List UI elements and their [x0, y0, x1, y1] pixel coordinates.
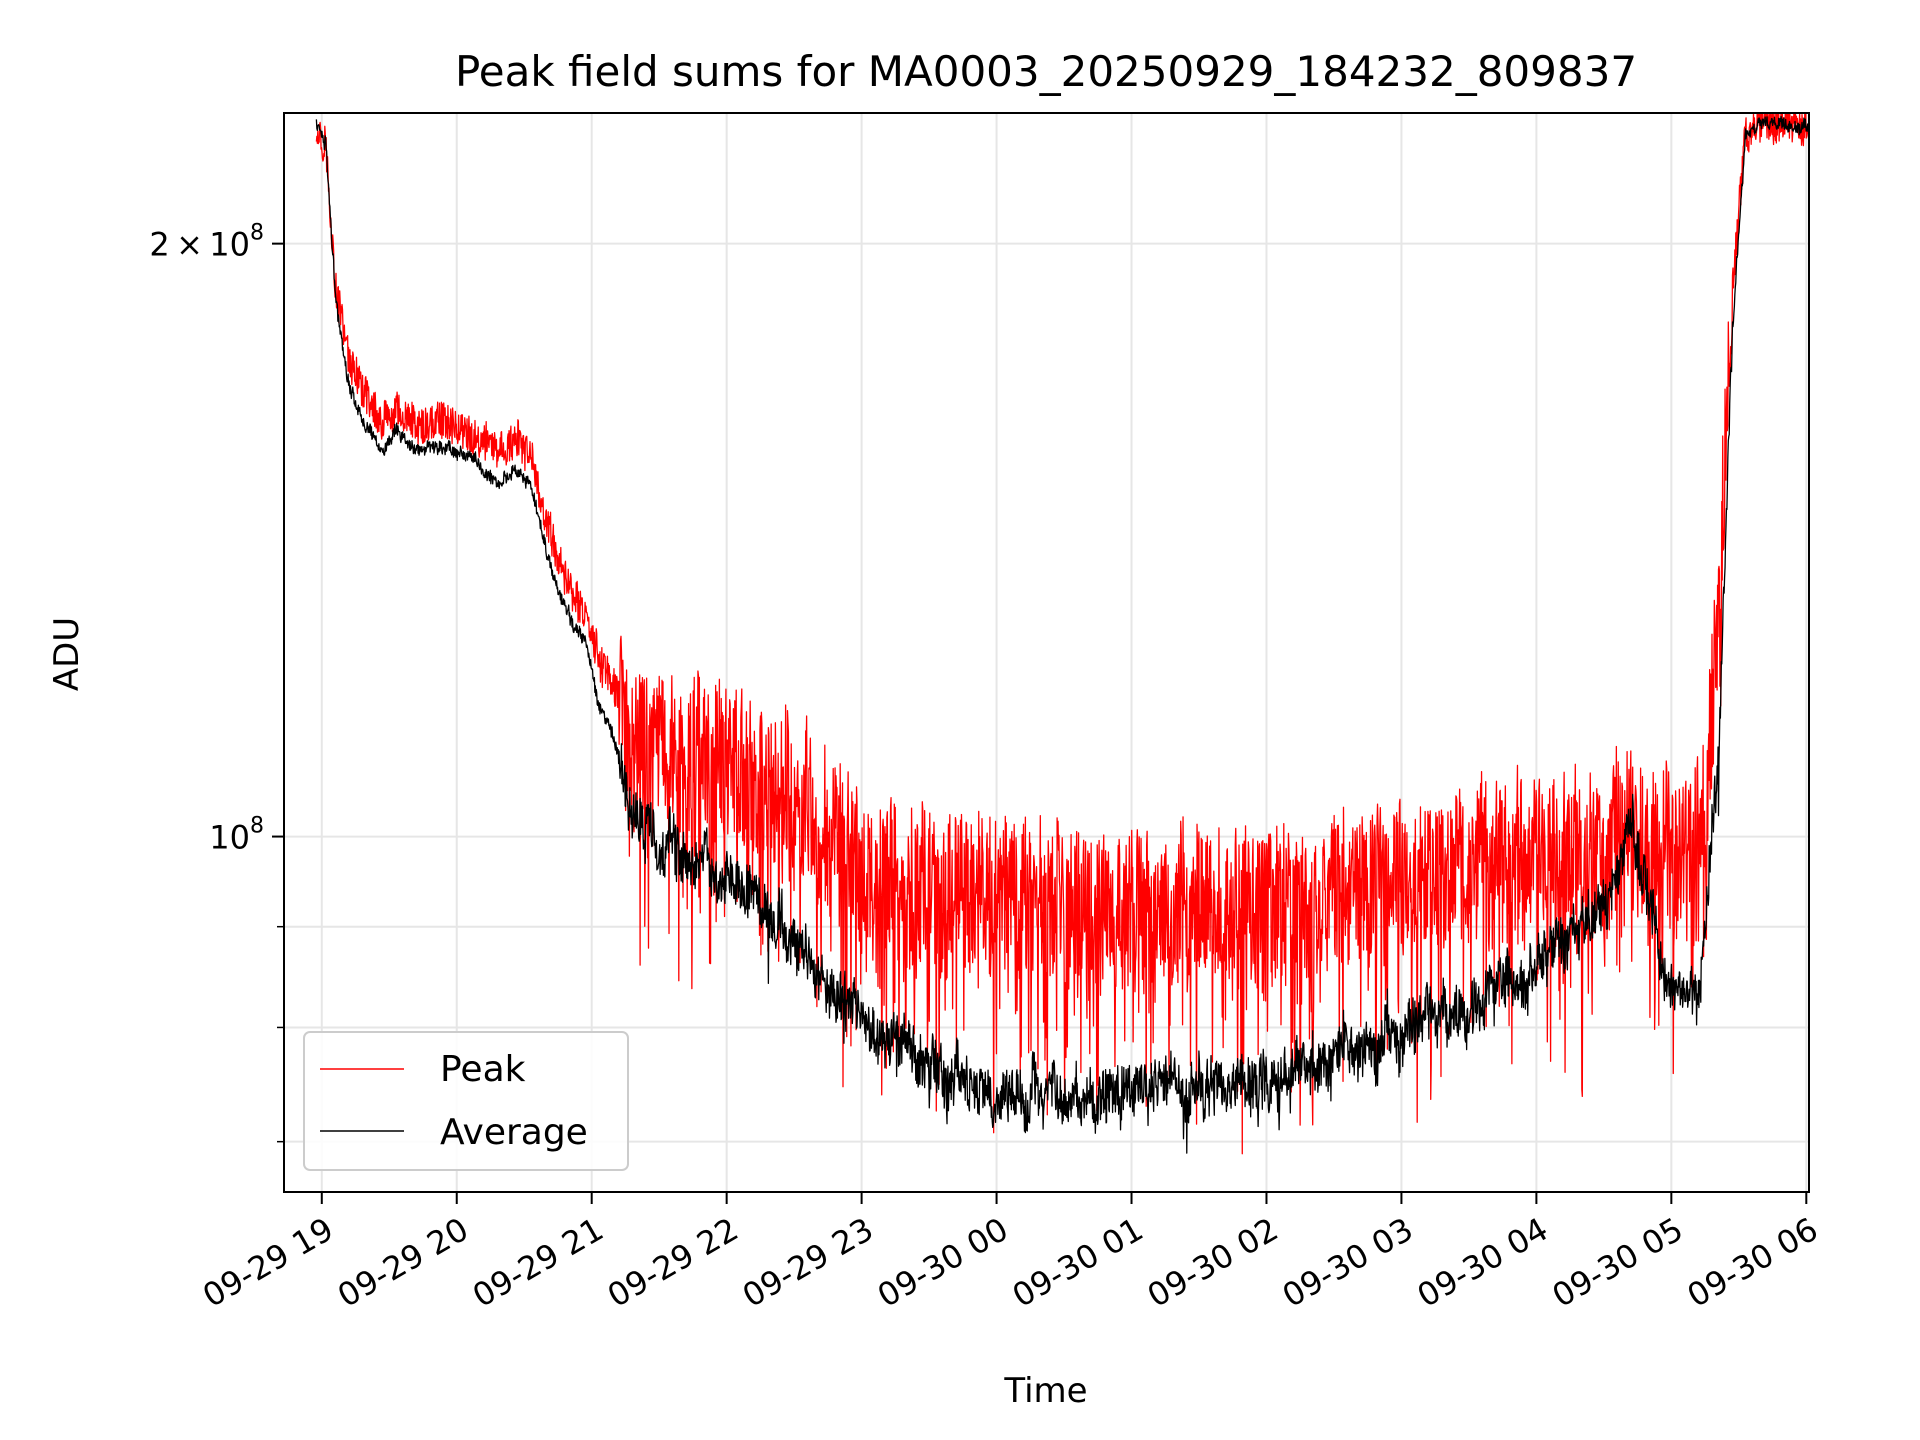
y-tick-label-base: 2 × 10 [149, 226, 250, 264]
y-axis-title: ADU [47, 617, 87, 691]
chart-title: Peak field sums for MA0003_20250929_1842… [455, 47, 1637, 96]
legend-peak-label: Peak [440, 1049, 526, 1090]
x-axis-title: Time [1003, 1371, 1087, 1411]
plot-frame [283, 112, 1810, 1193]
y-tick-label: 2 × 108 [149, 221, 264, 264]
y-tick-label-exponent: 8 [250, 814, 264, 839]
legend: Peak Average [303, 1031, 629, 1171]
legend-average-label: Average [440, 1112, 588, 1153]
y-tick-label-base: 10 [209, 819, 250, 857]
series-layer [315, 113, 1809, 1155]
y-tick-label-exponent: 8 [250, 221, 264, 246]
legend-box [303, 1031, 629, 1171]
series-line-average [315, 115, 1809, 1154]
y-tick-label: 108 [209, 814, 264, 857]
